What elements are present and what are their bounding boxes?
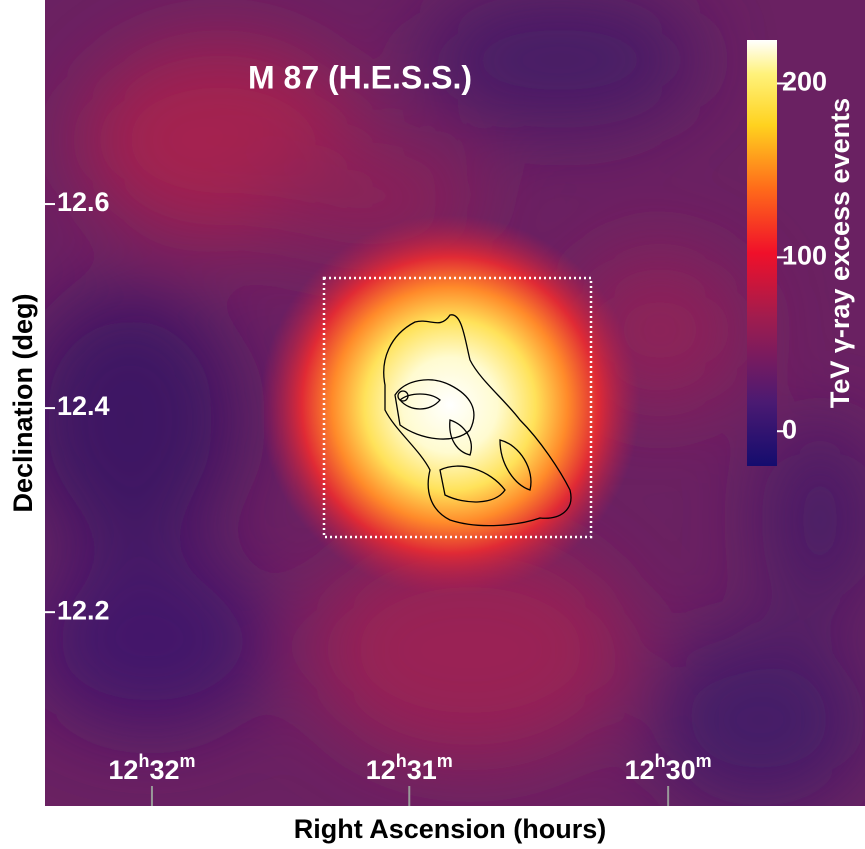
y-axis-label: Declination (deg) <box>8 293 38 512</box>
x-tick-label-part: h <box>655 751 666 771</box>
colorbar-tick-label: 200 <box>782 67 827 97</box>
x-tick-label-part: m <box>696 751 712 771</box>
chart: M 87 (H.E.S.S.) Declination (deg) Right … <box>0 0 865 849</box>
sky-map <box>20 0 865 810</box>
x-axis-label: Right Ascension (hours) <box>294 814 607 844</box>
colorbar-tick-label: 100 <box>782 240 827 270</box>
x-tick-label-part: 32 <box>149 755 179 785</box>
colorbar-tick-label: 0 <box>782 414 797 444</box>
x-tick-label-part: 12 <box>625 755 655 785</box>
x-tick-label-part: m <box>437 751 453 771</box>
colorbar-label: TeV γ-ray excess events <box>825 98 855 408</box>
chart-title: M 87 (H.E.S.S.) <box>248 59 472 95</box>
x-tick-label-part: 12 <box>366 755 396 785</box>
x-tick-label-part: h <box>138 751 149 771</box>
colorbar <box>747 40 777 466</box>
x-tick-label-part: m <box>179 751 195 771</box>
y-tick-label: 12.4 <box>57 391 110 421</box>
x-tick-label-part: 31 <box>407 755 437 785</box>
x-tick-label-part: 12 <box>108 755 138 785</box>
y-tick-label: 12.2 <box>57 595 110 625</box>
y-tick-label: 12.6 <box>57 187 110 217</box>
x-tick-label-part: 30 <box>666 755 696 785</box>
x-tick-label-part: h <box>396 751 407 771</box>
